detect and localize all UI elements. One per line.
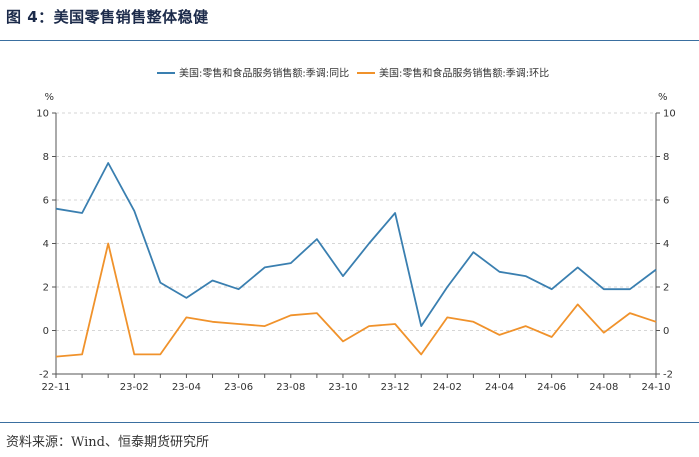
series-line-1 [55,162,657,328]
y-tick-label-left: 2 [43,283,49,294]
y-tick-label-right: 0 [663,326,669,337]
x-tick-label: 23-02 [120,382,149,393]
x-tick-label: 23-06 [224,382,253,393]
x-tick-label: 23-08 [276,382,305,393]
y-tick-label-left: 6 [43,196,49,207]
y-tick-label-right: 4 [663,239,669,250]
series-lines [55,162,657,358]
y-tick-label-left: -2 [39,370,49,381]
legend-label-2: 美国:零售和食品服务销售额:季调:环比 [379,67,549,80]
y-tick-label-left: 8 [43,152,49,163]
y-tick-label-left: 10 [36,109,49,120]
y-tick-label-right: 6 [663,196,669,207]
y-tick-label-right: 8 [663,152,669,163]
y-tick-label-left: 4 [43,239,49,250]
top-rule [0,40,699,41]
x-tick-label: 23-04 [172,382,201,393]
x-tick-label: 23-10 [328,382,357,393]
grid-lines [56,112,656,331]
series-line-2 [55,242,657,358]
y-tick-label-right: 2 [663,283,669,294]
line-chart: -2 -2 0 0 2 2 4 4 6 6 8 8 10 10% % 22-11 23-02 23-04 23-06… [36,67,675,394]
x-tick-label: 24-02 [433,382,462,393]
legend: 美国:零售和食品服务销售额:季调:同比 美国:零售和食品服务销售额:季调:环比 [157,67,549,80]
y-unit-right: % [658,92,668,103]
y-tick-label-left: 0 [43,326,49,337]
source-note: 资料来源：Wind、恒泰期货研究所 [6,435,209,450]
legend-label-1: 美国:零售和食品服务销售额:季调:同比 [179,67,349,80]
y-tick-label-right: -2 [663,370,673,381]
x-tick-label: 23-12 [381,382,410,393]
x-tick-label: 24-08 [589,382,618,393]
x-tick-label: 22-11 [41,382,70,393]
y-tick-label-right: 10 [663,109,676,120]
y-unit-left: % [44,92,54,103]
figure-title: 图 4：美国零售销售整体稳健 [6,8,209,26]
bottom-rule [0,422,699,423]
x-tick-label: 24-10 [641,382,670,393]
axes: -2 -2 0 0 2 2 4 4 6 6 8 8 10 10% % 22-11 23-02 23-04 23-06… [36,92,675,393]
x-tick-label: 24-04 [485,382,514,393]
x-tick-label: 24-06 [537,382,566,393]
